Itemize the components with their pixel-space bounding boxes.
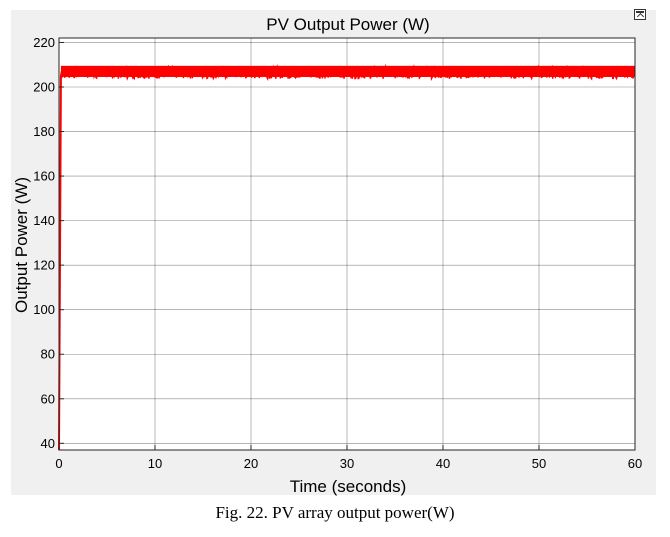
y-tick-label: 60 [41,391,55,406]
y-tick-label: 40 [41,436,55,451]
x-tick-label: 0 [55,456,62,471]
y-tick-label: 200 [33,79,55,94]
x-tick-label: 40 [436,456,450,471]
y-tick-label: 140 [33,213,55,228]
x-tick-label: 50 [532,456,546,471]
figure-caption: Fig. 22. PV array output power(W) [215,503,455,522]
undock-figure-icon[interactable] [634,9,646,20]
x-axis-label: Time (seconds) [290,477,407,496]
y-axis-label: Output Power (W) [12,177,31,313]
series-noise-trace [60,63,636,82]
x-tick-label: 30 [340,456,354,471]
chart-title: PV Output Power (W) [266,15,429,34]
y-tick-label: 220 [33,35,55,50]
y-tick-label: 100 [33,302,55,317]
y-tick-label: 80 [41,347,55,362]
y-tick-label: 180 [33,124,55,139]
x-tick-label: 60 [628,456,642,471]
series-line [58,68,635,451]
y-tick-label: 120 [33,258,55,273]
y-tick-label: 160 [33,169,55,184]
x-tick-label: 20 [244,456,258,471]
x-tick-label: 10 [148,456,162,471]
